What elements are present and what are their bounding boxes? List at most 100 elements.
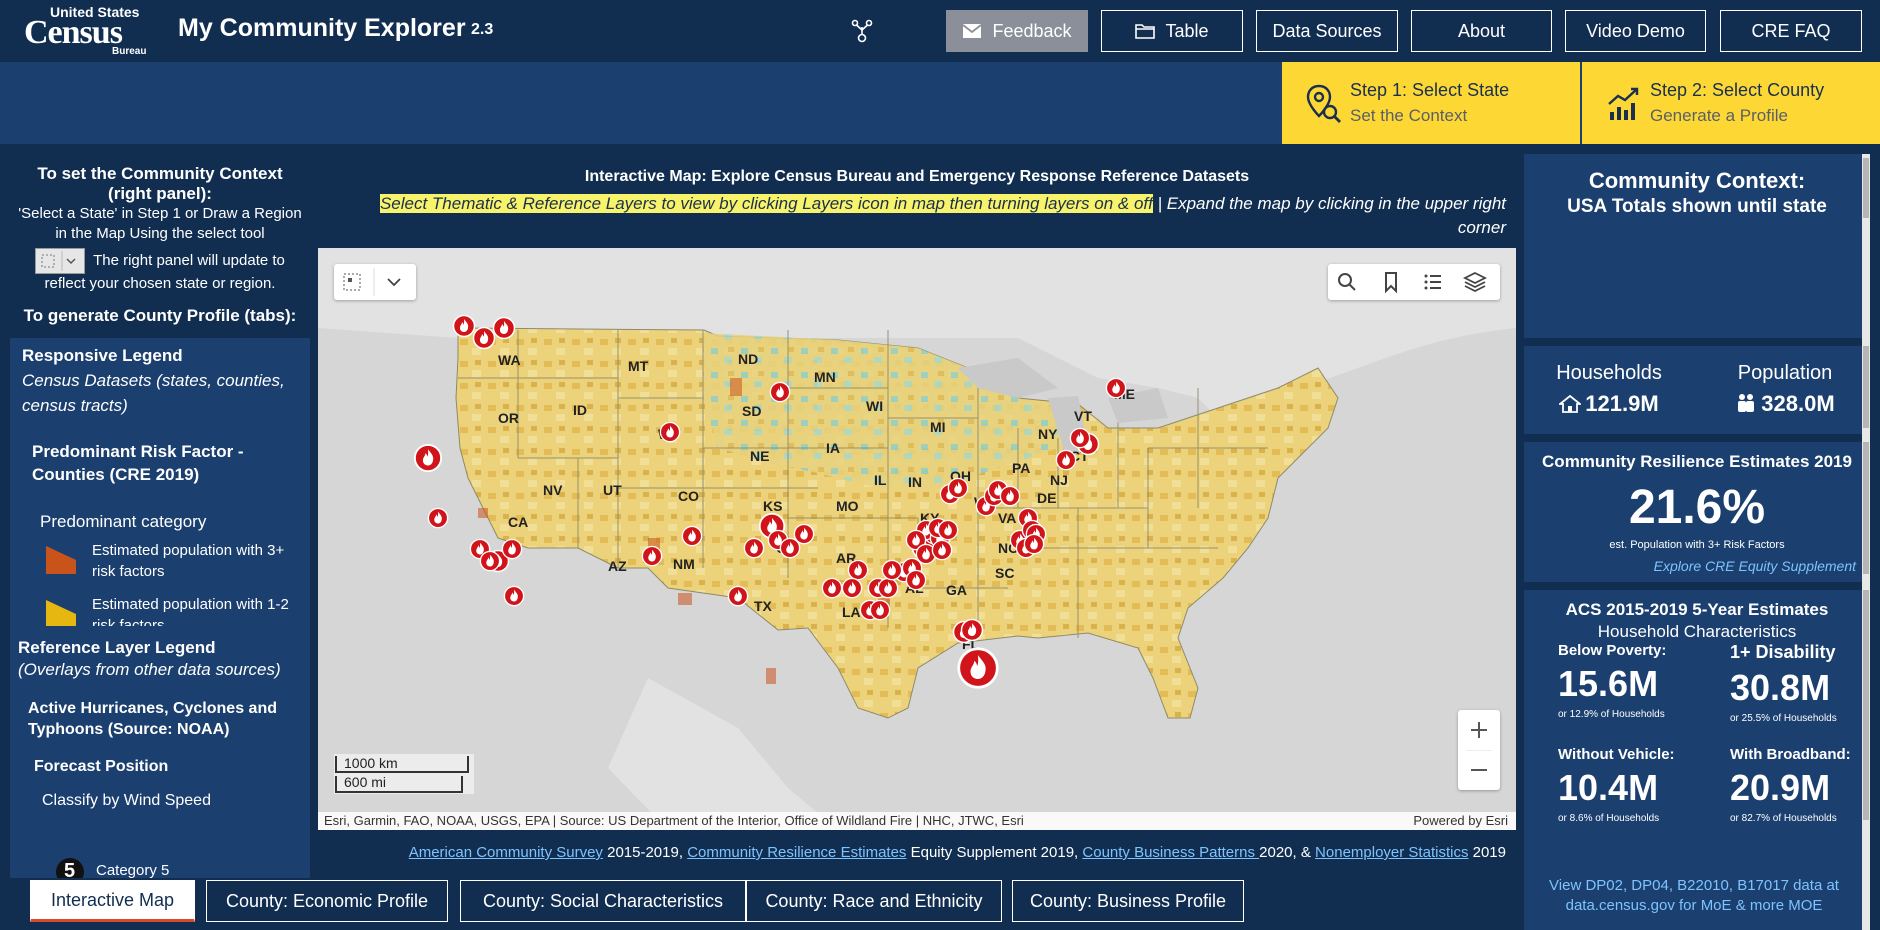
select-region-icon [343, 268, 401, 296]
about-button[interactable]: About [1411, 10, 1552, 52]
help-heading: To set the Community Context (right pane… [37, 164, 283, 203]
feedback-button[interactable]: Feedback [946, 10, 1088, 52]
wildfire-icon[interactable] [501, 538, 523, 560]
tab-business-profile[interactable]: County: Business Profile [1012, 880, 1244, 922]
wildfire-icon[interactable] [960, 618, 984, 642]
households-value: 121.9M [1585, 391, 1659, 416]
map-select-widget[interactable] [334, 264, 416, 300]
wildfire-icon[interactable] [947, 477, 969, 499]
wildfire-icon[interactable] [793, 523, 815, 545]
select-tool-button[interactable] [35, 248, 86, 274]
wildfire-icon[interactable] [881, 559, 903, 581]
wildfire-icon[interactable] [847, 559, 869, 581]
cre-faq-button[interactable]: CRE FAQ [1720, 10, 1862, 52]
predominant-category-label: Predominant category [40, 512, 207, 531]
wildfire-icon[interactable] [1069, 427, 1091, 449]
bookmark-icon[interactable] [1378, 269, 1404, 295]
cre-link[interactable]: Community Resilience Estimates [687, 844, 907, 861]
population-stat: Population 328.0M [1710, 362, 1860, 417]
video-demo-label: Video Demo [1586, 20, 1685, 41]
step2-title: Step 2: Select County [1650, 80, 1825, 100]
list-icon[interactable] [1420, 269, 1446, 295]
data-sources-button[interactable]: Data Sources [1256, 10, 1398, 52]
search-icon[interactable] [1334, 269, 1360, 295]
broadband-value: 20.9M [1730, 767, 1831, 808]
wildfire-icon[interactable] [999, 485, 1021, 507]
mail-icon [962, 24, 983, 38]
right-panel: Community Context: USA Totals shown unti… [1524, 154, 1870, 930]
interactive-map[interactable]: WAORCANVIDMTWYUTAZCONMNDSDNEKSOKTXMNIAMO… [318, 248, 1516, 830]
location-search-icon [1306, 84, 1341, 123]
tab-economic-profile[interactable]: County: Economic Profile [206, 880, 448, 922]
powered-by-esri[interactable]: Powered by Esri [1413, 813, 1508, 828]
acs-years: 2015-2019, [602, 844, 688, 861]
wildfire-icon[interactable] [1105, 377, 1127, 399]
wildfire-icon[interactable] [641, 545, 663, 567]
nes-link[interactable]: Nonemployer Statistics [1315, 844, 1469, 861]
disability-value: 30.8M [1730, 667, 1831, 708]
wildfire-icon[interactable] [659, 421, 681, 443]
wildfire-icon[interactable] [931, 539, 953, 561]
wildfire-icon[interactable] [905, 569, 927, 591]
data-sources-label: Data Sources [1272, 20, 1382, 41]
data-census-link[interactable]: View DP02, DP04, B22010, B17017 data at … [1549, 877, 1839, 914]
wildfire-icon[interactable] [779, 537, 801, 559]
poverty-note: or 12.9% of Households [1558, 709, 1665, 720]
zoom-in-icon[interactable] [1458, 710, 1500, 750]
vehicle-note: or 8.6% of Households [1558, 813, 1660, 824]
map-instructions-highlight: Select Thematic & Reference Layers to vi… [379, 194, 1153, 213]
census-logo[interactable]: United States Census Bureau [24, 4, 154, 58]
tab-social-characteristics[interactable]: County: Social Characteristics [460, 880, 746, 922]
top-header: United States Census Bureau My Community… [0, 0, 1880, 62]
wildfire-icon[interactable] [821, 577, 843, 599]
wildfire-icon[interactable] [937, 519, 959, 541]
broadband-label: With Broadband: [1730, 746, 1851, 763]
wildfire-icon[interactable] [727, 585, 749, 607]
wildfire-icon[interactable] [905, 529, 927, 551]
wildfire-icon[interactable] [681, 525, 703, 547]
step2-select-county[interactable]: Step 2: Select County Generate a Profile [1582, 62, 1880, 144]
wildfire-icon[interactable] [472, 326, 496, 350]
wildfire-icon[interactable] [503, 585, 525, 607]
wildfire-icon[interactable] [479, 550, 501, 572]
cbp-link[interactable]: County Business Patterns [1082, 844, 1260, 861]
select-region-icon [41, 251, 76, 271]
tab-race-ethnicity[interactable]: County: Race and Ethnicity [746, 880, 1002, 922]
app-version: 2.3 [471, 21, 494, 38]
legend-item-3plus-label: Estimated population with 3+ risk factor… [92, 542, 285, 580]
zoom-control [1458, 710, 1500, 790]
chart-trend-icon [1608, 87, 1639, 120]
right-scrollbar[interactable] [1862, 154, 1870, 930]
wildfire-icon[interactable] [427, 507, 449, 529]
logo-bottom-text: Bureau [112, 46, 147, 57]
households-population-box: Households 121.9M Population 328.0M [1524, 346, 1870, 434]
zoom-out-icon[interactable] [1458, 750, 1500, 790]
wildfire-icon[interactable] [869, 599, 891, 621]
wildfire-icon[interactable] [413, 443, 443, 473]
cre-equity-link[interactable]: Explore CRE Equity Supplement [1653, 558, 1856, 574]
table-button[interactable]: Table [1101, 10, 1243, 52]
share-icon[interactable] [850, 18, 874, 44]
hurricane-symbol-icon [56, 858, 84, 878]
step1-title: Step 1: Select State [1350, 80, 1510, 100]
wildfire-icon[interactable] [452, 314, 476, 338]
step1-select-state[interactable]: Step 1: Select State Set the Context [1282, 62, 1580, 144]
acs-link[interactable]: American Community Survey [408, 844, 603, 861]
reference-legend-subtitle: (Overlays from other data sources) [18, 660, 281, 679]
wildfire-icon[interactable] [1023, 533, 1045, 555]
tab-interactive-map[interactable]: Interactive Map [30, 880, 195, 922]
wildfire-icon[interactable] [956, 646, 1000, 690]
map-attribution: Esri, Garmin, FAO, NOAA, USGS, EPA | Sou… [318, 812, 1516, 830]
wildfire-icon[interactable] [1055, 449, 1077, 471]
reference-legend: Reference Layer Legend (Overlays from ot… [10, 632, 310, 878]
acs-subtitle: Household Characteristics [1597, 622, 1797, 641]
broadband-note: or 82.7% of Households [1730, 813, 1837, 824]
people-icon [1738, 394, 1755, 412]
layers-icon[interactable] [1462, 269, 1488, 295]
wildfire-icon[interactable] [769, 381, 791, 403]
wildfire-icon[interactable] [743, 537, 765, 559]
video-demo-button[interactable]: Video Demo [1565, 10, 1706, 52]
wildfire-icon[interactable] [492, 316, 516, 340]
wildfire-icon[interactable] [841, 577, 863, 599]
map-section: Interactive Map: Explore Census Bureau a… [318, 154, 1516, 880]
